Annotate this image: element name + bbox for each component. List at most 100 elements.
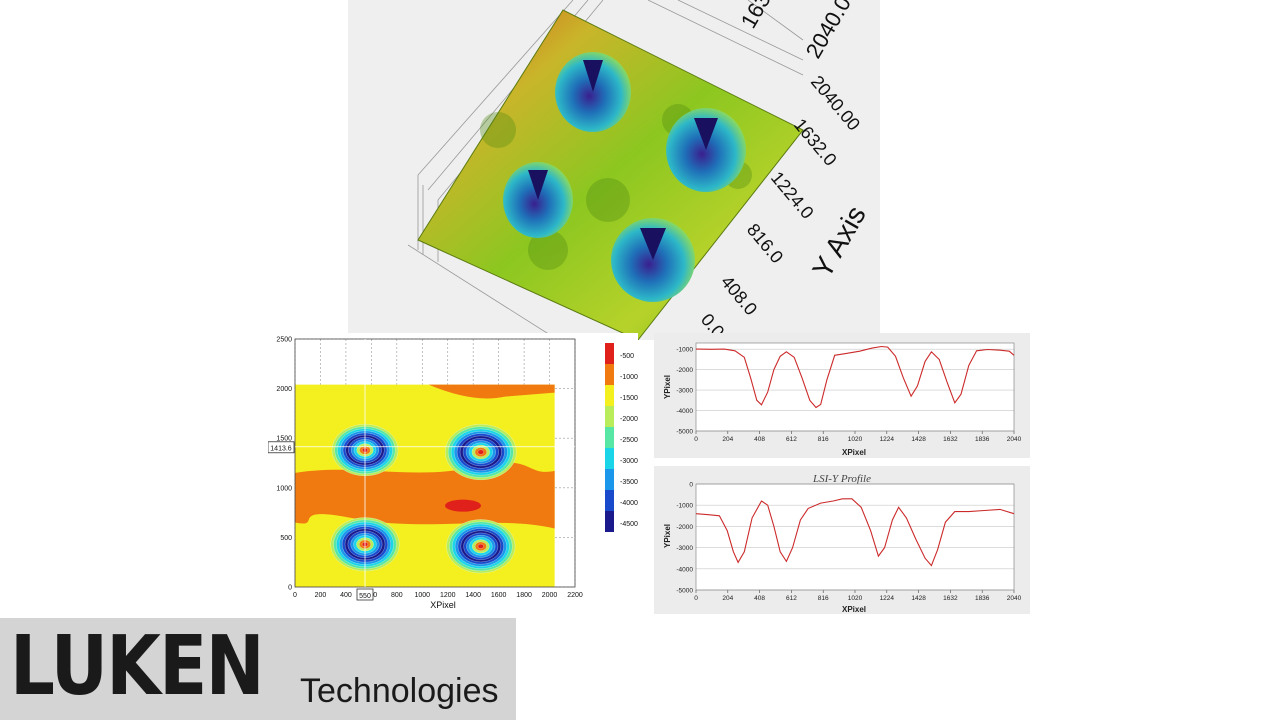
contour-x-tick-label: 1400 bbox=[465, 592, 481, 599]
profile-x-tick-label: 1224 bbox=[880, 436, 895, 443]
colorbar-label: -4000 bbox=[620, 500, 638, 507]
contour-map-panel: 0200400600800100012001400160018002000220… bbox=[267, 333, 638, 613]
profile-x-xlabel: XPixel bbox=[842, 448, 866, 457]
contour-x-tick-label: 800 bbox=[391, 592, 403, 599]
profile-y-tick-label: -3000 bbox=[676, 545, 693, 552]
profile-y-title: LSI-Y Profile bbox=[812, 473, 871, 485]
profile-x-tick-label: 1836 bbox=[975, 436, 990, 443]
surface-y-tick-1: 408.0 bbox=[717, 272, 761, 319]
profile-x-tick-label: 1020 bbox=[848, 595, 863, 602]
profile-x-ylabel: YPixel bbox=[663, 375, 672, 399]
contour-frame bbox=[294, 338, 576, 588]
colorbar-swatch bbox=[605, 469, 614, 490]
contour-x-tick-label: 1800 bbox=[516, 592, 532, 599]
brand-logo-wordmark: LUKEN bbox=[10, 619, 265, 714]
profile-x-tick-label: 0 bbox=[694, 436, 698, 443]
contour-y-tick-label: 1000 bbox=[276, 485, 292, 492]
contour-field bbox=[295, 384, 555, 587]
colorbar-label: -2500 bbox=[620, 437, 638, 444]
contour-crater-ring bbox=[477, 543, 484, 549]
colorbar-label: -3500 bbox=[620, 479, 638, 486]
colorbar-label: -500 bbox=[620, 353, 634, 360]
contour-x-tick-label: 0 bbox=[293, 592, 297, 599]
profile-x-panel: -1000 -2000 -3000 -4000 -5000 0 204 408 612 816 10… bbox=[654, 333, 1030, 458]
profile-x-series-line bbox=[695, 345, 1015, 409]
contour-x-tick-label: 1200 bbox=[440, 592, 456, 599]
contour-top-patch bbox=[428, 384, 555, 399]
colorbar-swatch bbox=[605, 490, 614, 511]
profile-y-plot-area bbox=[696, 484, 1014, 590]
contour-x-tick-label: 400 bbox=[340, 592, 352, 599]
contour-y-tick-label: 0 bbox=[288, 585, 292, 592]
profile-x-tick-label: 204 bbox=[722, 436, 733, 443]
cursor-x-box bbox=[356, 588, 374, 601]
colorbar-swatch bbox=[605, 385, 614, 406]
contour-high-patch bbox=[445, 499, 481, 512]
contour-map-svg: 0200400600800100012001400160018002000220… bbox=[267, 337, 638, 610]
cursor-y-label: 1413.6 bbox=[270, 445, 292, 452]
surface-3d-plot: 1632 2040.00 2040.00 1632.0 1224.0 816.0… bbox=[348, 0, 880, 342]
profile-x-gridlines bbox=[695, 342, 1015, 434]
profile-x-tick-label: 1632 bbox=[943, 436, 958, 443]
profile-x-tick-label: 816 bbox=[818, 436, 829, 443]
colorbar-swatch bbox=[605, 343, 614, 364]
colorbar-label: -1500 bbox=[620, 395, 638, 402]
profile-x-tick-label: 204 bbox=[722, 595, 733, 602]
profile-x-tick-label: 1428 bbox=[911, 595, 926, 602]
profile-y-tick-label: -5000 bbox=[676, 429, 693, 436]
profile-y-xlabel: XPixel bbox=[842, 605, 866, 614]
colorbar-label: -1000 bbox=[620, 374, 638, 381]
colorbar-swatch bbox=[605, 427, 614, 448]
profile-x-plot-area bbox=[696, 343, 1014, 431]
contour-colorbar: -500 -1000 -1500 -2000 -2500 -3000 -3500 -4000 -… bbox=[605, 343, 638, 532]
contour-x-axis-title: XPixel bbox=[430, 600, 456, 610]
surface-y-tick-5: 2040.00 bbox=[807, 72, 864, 135]
contour-x-tick-label: 2000 bbox=[542, 592, 558, 599]
profile-x-tick-label: 1632 bbox=[943, 595, 958, 602]
profile-x-tick-label: 1224 bbox=[880, 595, 895, 602]
brand-banner bbox=[0, 618, 516, 720]
profile-x-tick-label: 2040 bbox=[1007, 436, 1022, 443]
profile-x-tick-label: 1836 bbox=[975, 595, 990, 602]
contour-x-tick-label: 1600 bbox=[491, 592, 507, 599]
profile-y-tick-label: 0 bbox=[689, 482, 693, 489]
contour-x-tick-label: 2200 bbox=[567, 592, 583, 599]
colorbar-swatch bbox=[605, 406, 614, 427]
surface-x-tick-0: 1632 bbox=[736, 0, 782, 33]
profile-x-tick-label: 612 bbox=[786, 436, 797, 443]
surface-3d-svg: 1632 2040.00 2040.00 1632.0 1224.0 816.0… bbox=[407, 0, 872, 342]
profile-x-tick-label: 0 bbox=[694, 595, 698, 602]
contour-x-tick-label: 200 bbox=[315, 592, 327, 599]
surface-pit-tips bbox=[528, 60, 718, 260]
brand-tagline: Technologies bbox=[300, 672, 499, 710]
profile-x-tick-label: 1428 bbox=[911, 436, 926, 443]
colorbar-swatch bbox=[605, 364, 614, 385]
profile-x-tick-label: 408 bbox=[754, 595, 765, 602]
contour-y-tick-label: 500 bbox=[280, 535, 292, 542]
profile-y-gridlines bbox=[695, 483, 1015, 593]
surface-y-axis-title: Y Axis bbox=[806, 201, 872, 283]
surface-y-tick-3: 1224.0 bbox=[767, 168, 818, 223]
contour-y-tick-label: 1500 bbox=[276, 436, 292, 443]
profile-y-tick-label: -2000 bbox=[676, 524, 693, 531]
colorbar-label: -2000 bbox=[620, 416, 638, 423]
colorbar-swatch bbox=[605, 511, 614, 532]
surface-y-tick-2: 816.0 bbox=[743, 220, 787, 267]
colorbar-swatch bbox=[605, 448, 614, 469]
cursor-x-label: 550 bbox=[359, 593, 371, 600]
contour-y-tick-label: 2000 bbox=[276, 386, 292, 393]
cursor-y-box bbox=[267, 441, 295, 454]
profile-y-svg: LSI-Y Profile 0 -1000 -2000 -3000 -4000 -5000… bbox=[663, 473, 1022, 614]
profile-y-tick-label: -2000 bbox=[676, 367, 693, 374]
contour-y-tick-label: 2500 bbox=[276, 337, 292, 344]
contour-crater-ring bbox=[477, 449, 484, 455]
profile-y-tick-label: -4000 bbox=[676, 408, 693, 415]
profile-x-tick-label: 612 bbox=[786, 595, 797, 602]
surface-x-tick-1: 2040.00 bbox=[801, 0, 862, 63]
profile-y-tick-label: -4000 bbox=[676, 566, 693, 573]
cursor-readout[interactable]: 550 1413.6 bbox=[267, 441, 374, 601]
profile-y-series-line bbox=[695, 498, 1015, 567]
profile-y-ylabel: YPixel bbox=[663, 524, 672, 548]
